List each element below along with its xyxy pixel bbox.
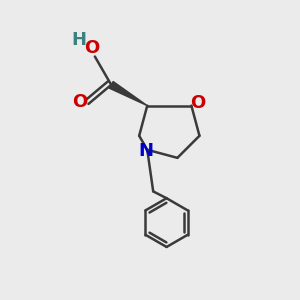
Text: O: O — [84, 39, 100, 57]
Text: O: O — [190, 94, 206, 112]
Polygon shape — [109, 82, 147, 106]
Text: H: H — [71, 31, 86, 49]
Text: O: O — [73, 94, 88, 112]
Text: N: N — [138, 142, 153, 160]
